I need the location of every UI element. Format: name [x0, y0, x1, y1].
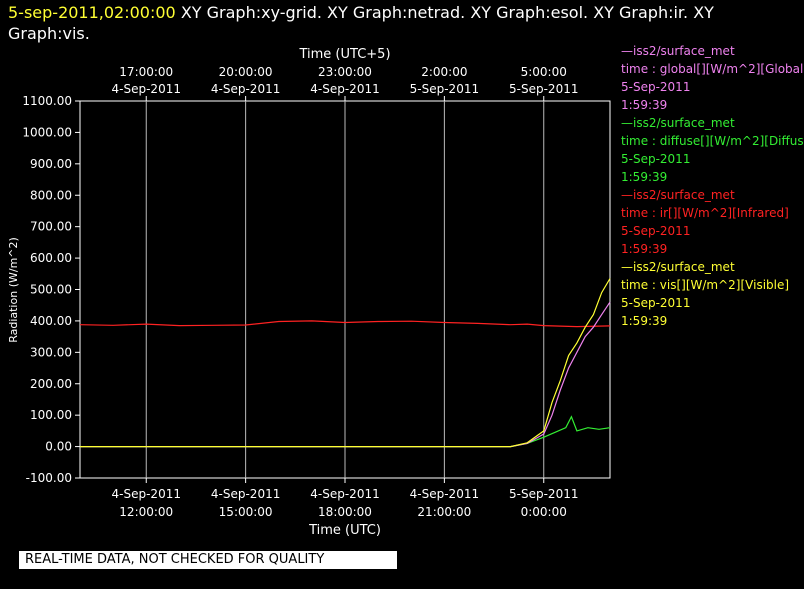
- y-tick-label: 900.00: [30, 157, 72, 171]
- x-tick-time: 12:00:00: [119, 505, 173, 519]
- legend-desc: time : global[][W/m^2][Global: [621, 62, 804, 76]
- legend-source: —iss2/surface_met: [621, 116, 735, 130]
- legend-source: —iss2/surface_met: [621, 44, 735, 58]
- top-tick-time: 20:00:00: [219, 65, 273, 79]
- x-axis-label-bottom: Time (UTC): [308, 523, 381, 538]
- y-tick-label: 400.00: [30, 314, 72, 328]
- top-tick-time: 23:00:00: [318, 65, 372, 79]
- y-tick-label: 600.00: [30, 251, 72, 265]
- series-line-ir: [79, 320, 611, 328]
- y-axis-label: Radiation (W/m^2): [7, 237, 20, 343]
- series-layer: [79, 278, 611, 448]
- legend-time: 1:59:39: [621, 314, 668, 328]
- x-tick-date: 4-Sep-2011: [410, 487, 479, 501]
- top-tick-date: 4-Sep-2011: [112, 82, 181, 96]
- legend-desc: time : vis[][W/m^2][Visible]: [621, 278, 790, 292]
- y-tick-label: 500.00: [30, 283, 72, 297]
- y-tick-label: -100.00: [26, 471, 72, 485]
- y-tick-label: 1100.00: [22, 94, 72, 108]
- grid-lines: [145, 101, 545, 478]
- title-bar: 5-sep-2011,02:00:00 XY Graph:xy-grid. XY…: [8, 2, 800, 44]
- top-tick-time: 2:00:00: [421, 65, 467, 79]
- x-tick-date: 5-Sep-2011: [509, 487, 578, 501]
- x-tick-time: 21:00:00: [417, 505, 471, 519]
- title-graph-list: XY Graph:xy-grid. XY Graph:netrad. XY Gr…: [8, 3, 714, 43]
- top-tick-time: 5:00:00: [521, 65, 567, 79]
- x-tick-date: 4-Sep-2011: [112, 487, 181, 501]
- legend-date: 5-Sep-2011: [621, 152, 691, 166]
- legend-date: 5-Sep-2011: [621, 80, 691, 94]
- legend-time: 1:59:39: [621, 98, 668, 112]
- x-tick-time: 0:00:00: [521, 505, 567, 519]
- y-tick-label: 200.00: [30, 377, 72, 391]
- quality-warning-badge: REAL-TIME DATA, NOT CHECKED FOR QUALITY: [19, 551, 397, 569]
- top-tick-date: 5-Sep-2011: [410, 82, 479, 96]
- bottom-axis-ticks: 4-Sep-2011 12:00:00 4-Sep-2011 15:00:00 4-Se…: [112, 478, 578, 519]
- x-axis-label-top: Time (UTC+5): [298, 47, 390, 62]
- y-tick-label: 800.00: [30, 188, 72, 202]
- y-axis-ticks: 1100.00 1000.00 900.00 800.00 700.00 600.00 50…: [22, 94, 80, 485]
- y-tick-label: 300.00: [30, 345, 72, 359]
- top-tick-date: 4-Sep-2011: [211, 82, 280, 96]
- legend-date: 5-Sep-2011: [621, 224, 691, 238]
- legend-source: —iss2/surface_met: [621, 260, 735, 274]
- y-tick-label: 700.00: [30, 220, 72, 234]
- y-tick-label: 0.00: [45, 440, 72, 454]
- x-tick-time: 18:00:00: [318, 505, 372, 519]
- top-axis-ticks: 17:00:00 4-Sep-2011 20:00:00 4-Sep-2011 23:0…: [112, 65, 578, 101]
- x-tick-date: 4-Sep-2011: [310, 487, 379, 501]
- legend-time: 1:59:39: [621, 242, 668, 256]
- legend-date: 5-Sep-2011: [621, 296, 691, 310]
- top-tick-date: 4-Sep-2011: [310, 82, 379, 96]
- top-tick-time: 17:00:00: [119, 65, 173, 79]
- x-tick-date: 4-Sep-2011: [211, 487, 280, 501]
- y-tick-label: 1000.00: [22, 125, 72, 139]
- x-tick-time: 15:00:00: [219, 505, 273, 519]
- y-tick-label: 100.00: [30, 408, 72, 422]
- series-line-vis: [80, 278, 611, 448]
- top-tick-date: 5-Sep-2011: [509, 82, 578, 96]
- legend-desc: time : ir[][W/m^2][Infrared]: [621, 206, 789, 220]
- title-timestamp: 5-sep-2011,02:00:00: [8, 3, 176, 22]
- legend-source: —iss2/surface_met: [621, 188, 735, 202]
- legend-time: 1:59:39: [621, 170, 668, 184]
- legend-desc: time : diffuse[][W/m^2][Diffus: [621, 134, 804, 148]
